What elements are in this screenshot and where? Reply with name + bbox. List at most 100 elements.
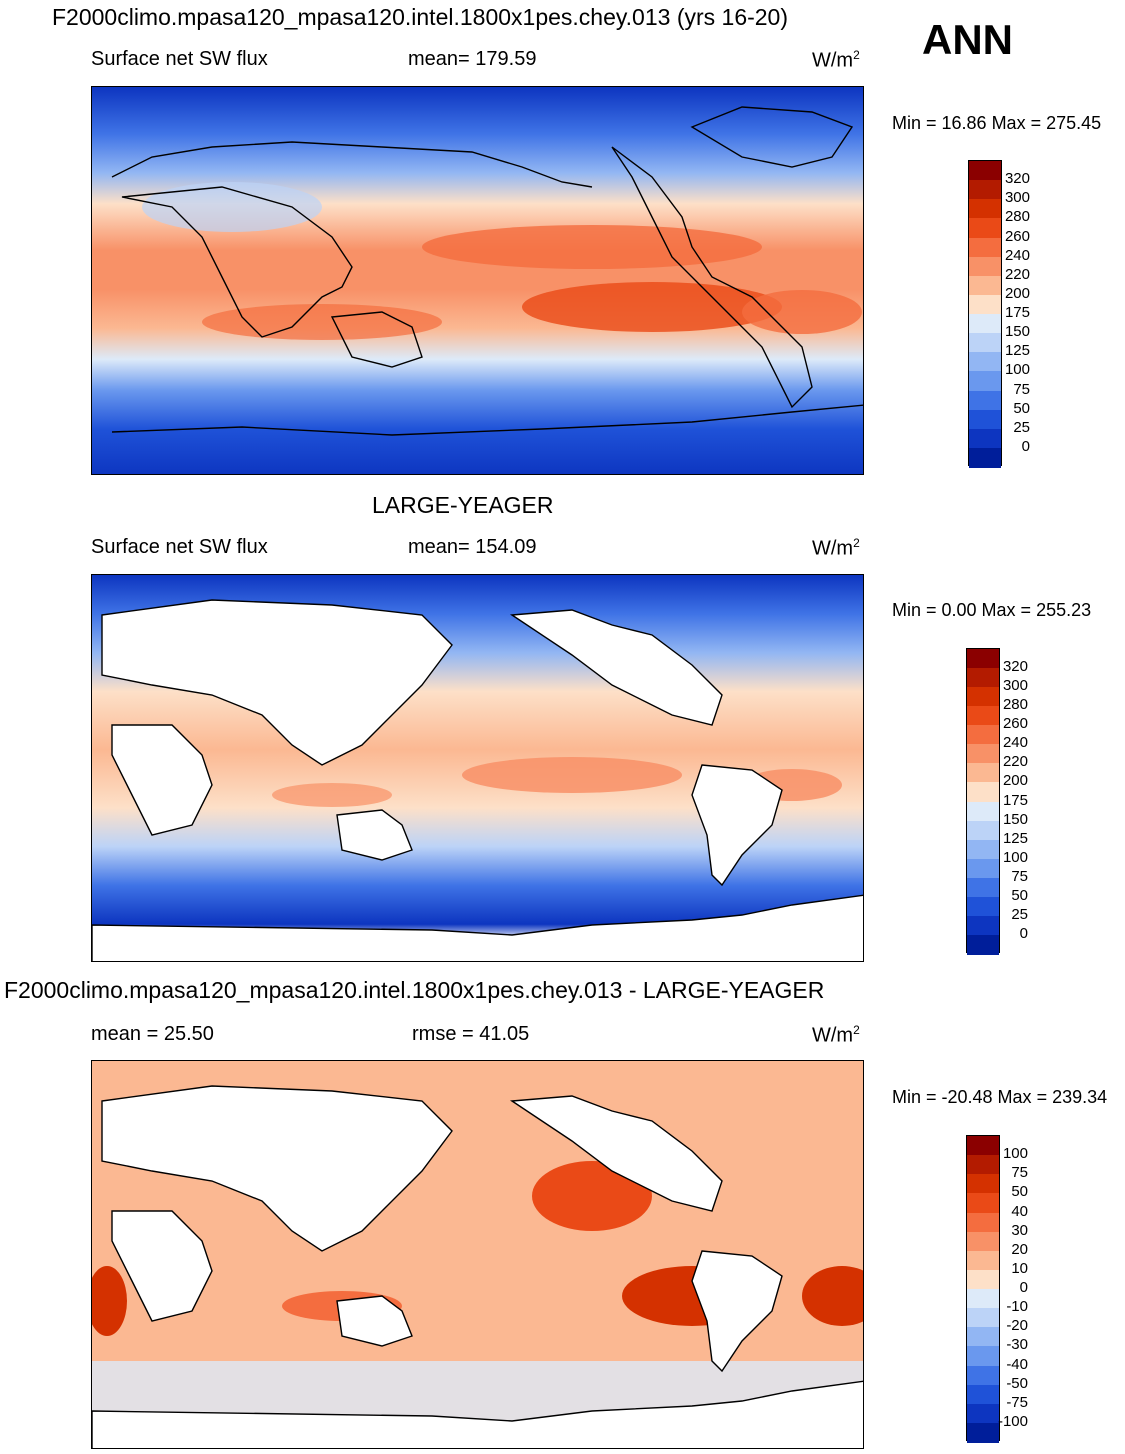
panel1-variable: Surface net SW flux (91, 48, 268, 70)
colorbar-segment (967, 1174, 999, 1194)
panel1-colorbar-scale (968, 160, 1002, 468)
colorbar-segment (969, 199, 1001, 219)
colorbar-segment (969, 161, 1001, 181)
colorbar-segment (969, 333, 1001, 353)
colorbar-tick-label: 260 (1004, 227, 1030, 245)
colorbar-segment (967, 858, 999, 879)
panel3-mean: mean = 25.50 (91, 1023, 214, 1045)
colorbar-tick-label: 50 (1013, 399, 1030, 417)
panel3-rmse: rmse = 41.05 (412, 1023, 530, 1045)
colorbar-tick-label: 25 (1013, 418, 1030, 436)
panel1-mean: mean= 179.59 (408, 48, 537, 70)
colorbar-tick-label: 280 (1002, 696, 1028, 714)
colorbar-segment (967, 744, 999, 764)
colorbar-tick-label: 320 (1004, 170, 1030, 188)
panel3-minmax: Min = -20.48 Max = 239.34 (892, 1087, 1108, 1107)
colorbar-segment (969, 294, 1001, 315)
season-label: ANN (922, 16, 1013, 63)
colorbar-tick-label: -30 (1006, 1336, 1028, 1354)
colorbar-segment (967, 801, 999, 822)
colorbar-tick-label: 200 (1004, 284, 1030, 302)
colorbar-tick-label: 150 (1004, 323, 1030, 341)
colorbar-tick-label: 30 (1011, 1221, 1028, 1239)
colorbar-segment (969, 447, 1001, 468)
colorbar-tick-label: 300 (1004, 189, 1030, 207)
colorbar-tick-label: 75 (1013, 380, 1030, 398)
colorbar-tick-label: -40 (1006, 1355, 1028, 1373)
colorbar-segment (967, 782, 999, 802)
colorbar-segment (967, 1327, 999, 1347)
panel2-group-title: LARGE-YEAGER (372, 492, 554, 518)
colorbar-tick-label: 240 (1004, 246, 1030, 264)
colorbar-segment (967, 706, 999, 726)
colorbar-segment (967, 1269, 999, 1290)
colorbar-tick-label: 280 (1004, 208, 1030, 226)
colorbar-tick-label: 125 (1002, 829, 1028, 847)
colorbar-segment (967, 934, 999, 955)
colorbar-tick-label: 20 (1011, 1240, 1028, 1258)
colorbar-segment (967, 649, 999, 669)
colorbar-segment (969, 428, 1001, 449)
colorbar-tick-label: 0 (1019, 1279, 1028, 1296)
colorbar-tick-label: 220 (1004, 265, 1030, 283)
panel1-units: W/m2 (812, 48, 860, 72)
colorbar-segment (967, 1250, 999, 1271)
colorbar-tick-label: 150 (1002, 810, 1028, 828)
colorbar-segment (967, 1365, 999, 1386)
colorbar-tick-label: 220 (1002, 753, 1028, 771)
colorbar-segment (967, 1346, 999, 1366)
colorbar-tick-label: 0 (1021, 437, 1030, 455)
colorbar-segment (969, 180, 1001, 200)
panel1-minmax: Min = 16.86 Max = 275.45 (892, 113, 1102, 133)
colorbar-tick-label: -100 (997, 1412, 1028, 1430)
colorbar-segment (967, 1384, 999, 1405)
colorbar-tick-label: 50 (1011, 1183, 1028, 1201)
colorbar-tick-label: 200 (1002, 772, 1028, 790)
colorbar-tick-label: 240 (1002, 734, 1028, 752)
panel2-variable: Surface net SW flux (91, 536, 268, 558)
colorbar-tick-label: 125 (1004, 342, 1030, 360)
colorbar-segment (967, 1308, 999, 1328)
colorbar-tick-label: -75 (1006, 1393, 1028, 1411)
colorbar-tick-label: 175 (1004, 304, 1030, 321)
colorbar-segment (967, 896, 999, 917)
colorbar-tick-label: 0 (1019, 924, 1028, 942)
colorbar-segment (967, 1212, 999, 1233)
colorbar-segment (967, 839, 999, 860)
panel2-mean: mean= 154.09 (408, 536, 537, 558)
colorbar-segment (967, 820, 999, 841)
colorbar-tick-label: 320 (1002, 658, 1028, 676)
colorbar-segment (969, 237, 1001, 258)
colorbar-segment (967, 1422, 999, 1443)
panel3-map (91, 1060, 864, 1449)
colorbar-tick-label: 300 (1002, 677, 1028, 695)
colorbar-tick-label: 50 (1011, 886, 1028, 904)
panel3-colorbar-scale (966, 1135, 1000, 1443)
colorbar-tick-label: 100 (1004, 361, 1030, 379)
colorbar-segment (969, 218, 1001, 238)
colorbar-segment (967, 1193, 999, 1213)
colorbar-segment (969, 352, 1001, 372)
panel2-map (91, 574, 864, 962)
colorbar-segment (967, 915, 999, 936)
panel1-map (91, 86, 864, 475)
panel2-units: W/m2 (812, 536, 860, 560)
colorbar-segment (969, 314, 1001, 334)
colorbar-tick-label: 75 (1011, 867, 1028, 885)
colorbar-segment (967, 1136, 999, 1156)
colorbar-segment (969, 275, 1001, 296)
colorbar-tick-label: -20 (1006, 1317, 1028, 1335)
colorbar-tick-label: 100 (1002, 1145, 1028, 1163)
colorbar-segment (967, 668, 999, 688)
colorbar-tick-label: 10 (1011, 1259, 1028, 1277)
colorbar-tick-label: 260 (1002, 715, 1028, 733)
colorbar-tick-label: 75 (1011, 1164, 1028, 1182)
colorbar-segment (969, 256, 1001, 277)
colorbar-tick-label: 100 (1002, 848, 1028, 866)
colorbar-segment (969, 390, 1001, 411)
page-title: F2000climo.mpasa120_mpasa120.intel.1800x… (52, 4, 789, 30)
panel2-minmax: Min = 0.00 Max = 255.23 (892, 600, 1092, 620)
panel3-units: W/m2 (812, 1023, 860, 1047)
colorbar-tick-label: 40 (1011, 1202, 1028, 1220)
colorbar-segment (967, 687, 999, 707)
